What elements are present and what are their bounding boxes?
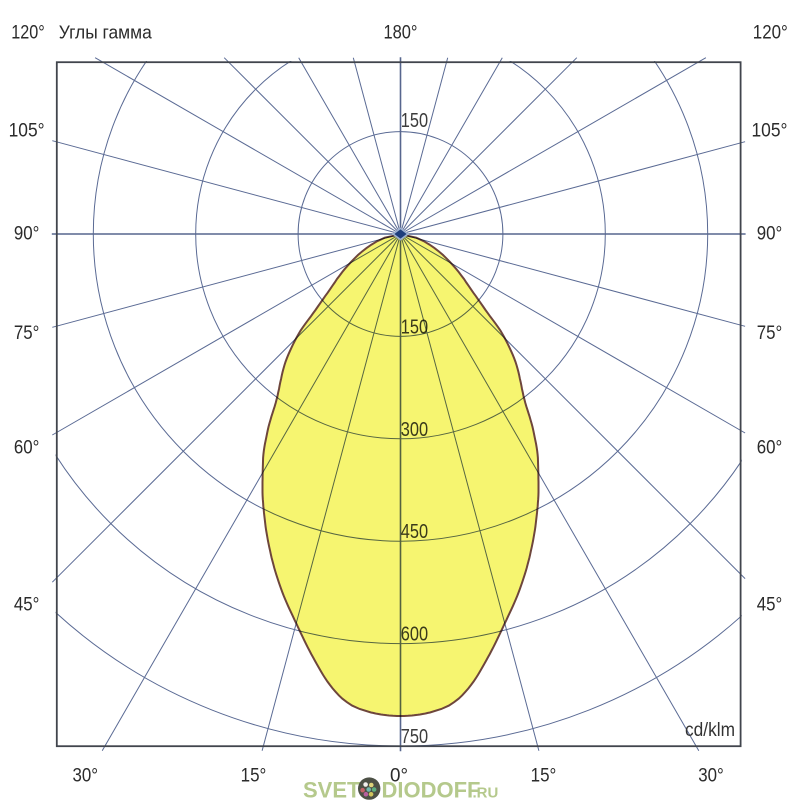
svg-text:120°: 120° bbox=[753, 23, 788, 44]
svg-text:cd/klm: cd/klm bbox=[685, 720, 735, 741]
svg-text:0°: 0° bbox=[390, 766, 408, 787]
svg-text:105°: 105° bbox=[752, 121, 788, 142]
svg-text:300: 300 bbox=[401, 418, 428, 441]
svg-text:DIODOFF: DIODOFF bbox=[382, 778, 481, 800]
svg-text:30°: 30° bbox=[72, 766, 98, 787]
svg-text:150: 150 bbox=[401, 315, 428, 338]
svg-text:45°: 45° bbox=[757, 595, 783, 616]
svg-text:15°: 15° bbox=[531, 766, 557, 787]
svg-text:Углы гамма: Углы гамма bbox=[59, 22, 153, 43]
svg-text:60°: 60° bbox=[757, 438, 783, 459]
svg-text:750: 750 bbox=[401, 725, 428, 748]
svg-text:30°: 30° bbox=[698, 766, 724, 787]
svg-text:600: 600 bbox=[401, 623, 428, 646]
svg-text:60°: 60° bbox=[14, 438, 40, 459]
svg-text:90°: 90° bbox=[757, 224, 783, 245]
svg-text:90°: 90° bbox=[14, 224, 40, 245]
svg-text:15°: 15° bbox=[241, 766, 267, 787]
svg-text:75°: 75° bbox=[757, 323, 783, 344]
svg-text:SVET: SVET bbox=[303, 778, 361, 800]
svg-text:150: 150 bbox=[401, 109, 428, 132]
svg-text:180°: 180° bbox=[384, 23, 418, 44]
svg-text:105°: 105° bbox=[9, 121, 45, 142]
svg-text:.RU: .RU bbox=[473, 785, 499, 800]
svg-text:120°: 120° bbox=[11, 23, 45, 44]
svg-text:75°: 75° bbox=[14, 323, 40, 344]
svg-text:45°: 45° bbox=[14, 595, 40, 616]
svg-text:450: 450 bbox=[401, 520, 428, 543]
